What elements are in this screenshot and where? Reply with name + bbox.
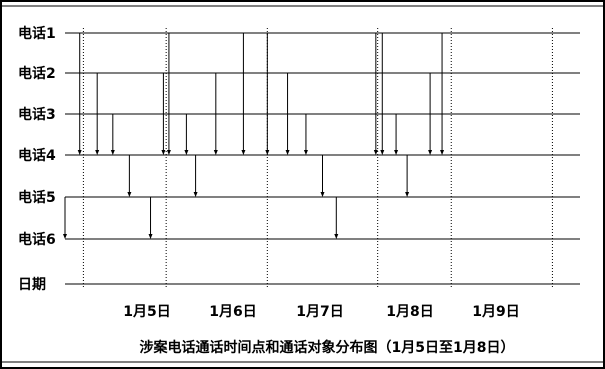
call-arrowhead-10: [213, 150, 218, 155]
call-4: [127, 155, 132, 197]
call-arrowhead-21: [428, 150, 433, 155]
call-arrowhead-7: [166, 150, 171, 155]
y-label-0: 电话1: [18, 25, 56, 42]
x-axis-labels: 1月5日 1月6日 1月7日 1月8日 1月9日: [123, 304, 519, 320]
call-arrowhead-3: [110, 150, 115, 155]
call-arrowhead-20: [405, 192, 410, 197]
call-8: [184, 114, 189, 155]
calls-layer: [63, 33, 445, 239]
call-arrowhead-6: [161, 150, 166, 155]
call-arrowhead-17: [373, 150, 378, 155]
x-label-1: 1月6日: [209, 304, 256, 320]
call-arrowhead-16: [334, 234, 339, 239]
call-arrowhead-8: [184, 150, 189, 155]
call-arrowhead-5: [148, 234, 153, 239]
call-arrowhead-13: [285, 150, 290, 155]
x-label-4: 1月9日: [472, 304, 519, 320]
y-label-5: 电话6: [18, 231, 56, 248]
y-label-6: 日期: [18, 277, 46, 293]
grid-layer: [82, 28, 553, 287]
y-label-3: 电话4: [18, 147, 56, 164]
call-5: [148, 197, 153, 239]
call-14: [303, 114, 308, 155]
call-arrowhead-11: [241, 150, 246, 155]
call-arrowhead-9: [193, 192, 198, 197]
call-13: [285, 73, 290, 155]
y-label-2: 电话3: [18, 106, 56, 123]
y-axis-labels: 电话1 电话2 电话3 电话4 电话5 电话6 日期: [18, 25, 56, 293]
y-label-1: 电话2: [18, 65, 56, 82]
x-label-3: 1月8日: [386, 304, 433, 320]
call-20: [405, 155, 410, 197]
call-arrowhead-2: [95, 150, 100, 155]
x-label-0: 1月5日: [123, 304, 170, 320]
y-label-4: 电话5: [18, 189, 56, 206]
call-21: [428, 73, 433, 155]
call-11: [241, 33, 246, 155]
call-9: [193, 155, 198, 197]
call-arrowhead-18: [380, 150, 385, 155]
call-0: [63, 197, 67, 239]
call-arrowhead-0: [63, 234, 67, 239]
call-7: [166, 33, 171, 155]
call-17: [373, 33, 378, 155]
call-arrowhead-19: [394, 150, 399, 155]
call-arrowhead-1: [77, 150, 82, 155]
call-16: [334, 197, 339, 239]
chart-caption: 涉案电话通话时间点和通话对象分布图（1月5日至1月8日）: [140, 339, 515, 356]
x-label-2: 1月7日: [296, 304, 343, 320]
call-6: [161, 73, 166, 155]
call-10: [213, 73, 218, 155]
call-1: [77, 33, 82, 155]
call-arrowhead-14: [303, 150, 308, 155]
call-3: [110, 114, 115, 155]
call-arrowhead-22: [440, 150, 445, 155]
call-12: [265, 33, 270, 155]
call-arrowhead-15: [320, 192, 325, 197]
call-15: [320, 155, 325, 197]
call-18: [380, 33, 385, 155]
call-arrowhead-12: [265, 150, 270, 155]
call-19: [394, 114, 399, 155]
call-22: [440, 33, 445, 155]
call-2: [95, 73, 100, 155]
call-arrowhead-4: [127, 192, 132, 197]
